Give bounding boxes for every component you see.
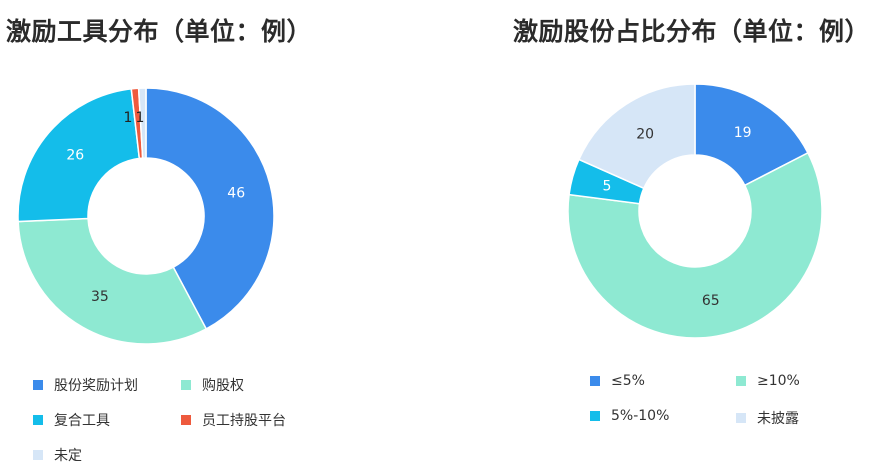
- legend-swatch: [181, 380, 191, 390]
- legend-label: 5%-10%: [611, 408, 670, 424]
- legend-swatch: [33, 380, 43, 390]
- data-label-1: 19: [734, 125, 752, 141]
- donut-slice-2: [567, 151, 823, 339]
- legend-swatch: [736, 376, 746, 386]
- legend-swatch: [33, 415, 43, 425]
- legend-label: 购股权: [202, 378, 244, 394]
- legend-item[interactable]: 购股权: [181, 375, 244, 395]
- donut-slice-3: [17, 88, 141, 223]
- legend-label: 未定: [54, 448, 82, 464]
- donut-chart-tools: 46 35 26 1 1: [17, 87, 275, 345]
- donut-slice-2: [17, 217, 208, 345]
- legend-label: 未披露: [757, 411, 799, 427]
- legend-label: 复合工具: [54, 413, 110, 429]
- legend-swatch: [736, 413, 746, 423]
- data-label-2: 65: [702, 293, 720, 309]
- chart-panel-share: 激励股份占比分布（单位：例） 19 65 5 20 ≤5% ≥10% 5%-10% 未披露: [440, 0, 877, 468]
- legend-item[interactable]: 5%-10%: [590, 408, 669, 424]
- legend-item[interactable]: ≥10%: [736, 373, 800, 389]
- legend-item[interactable]: 员工持股平台: [181, 410, 286, 430]
- legend-label: ≤5%: [611, 373, 645, 389]
- donut-slice-5: [137, 87, 147, 159]
- legend-item[interactable]: 复合工具: [33, 410, 110, 430]
- data-label-4: 1: [124, 110, 133, 126]
- data-label-3: 26: [66, 148, 84, 164]
- chart-panel-tools: 激励工具分布（单位：例） 46 35 26 1 1 股份奖励计划 购股权复合工具 员工持股平…: [6, 17, 313, 465]
- legend-label: 股份奖励计划: [54, 378, 138, 394]
- legend-item[interactable]: 未定: [33, 445, 82, 465]
- legend-swatch: [33, 450, 43, 460]
- legend-label: ≥10%: [757, 373, 800, 389]
- donut-slice-1: [694, 83, 809, 187]
- donut-chart-share: 19 65 5 20: [567, 83, 823, 339]
- donut-slice-4: [577, 83, 696, 190]
- legend-item[interactable]: ≤5%: [590, 373, 645, 389]
- chart-title: 激励工具分布（单位：例）: [6, 17, 313, 46]
- data-label-2: 35: [91, 289, 109, 305]
- legend-item[interactable]: 股份奖励计划: [33, 375, 138, 395]
- legend-swatch: [590, 411, 600, 421]
- legend-swatch: [181, 415, 191, 425]
- chart-title: 激励股份占比分布（单位：例）: [513, 17, 871, 46]
- data-label-5: 1: [136, 110, 145, 126]
- legend-label: 员工持股平台: [202, 413, 286, 429]
- legend-swatch: [590, 376, 600, 386]
- data-label-3: 5: [602, 178, 611, 194]
- data-label-4: 20: [636, 126, 654, 142]
- legend-item[interactable]: 未披露: [736, 408, 799, 428]
- data-label-1: 46: [227, 185, 245, 201]
- donut-slice-1: [145, 87, 275, 330]
